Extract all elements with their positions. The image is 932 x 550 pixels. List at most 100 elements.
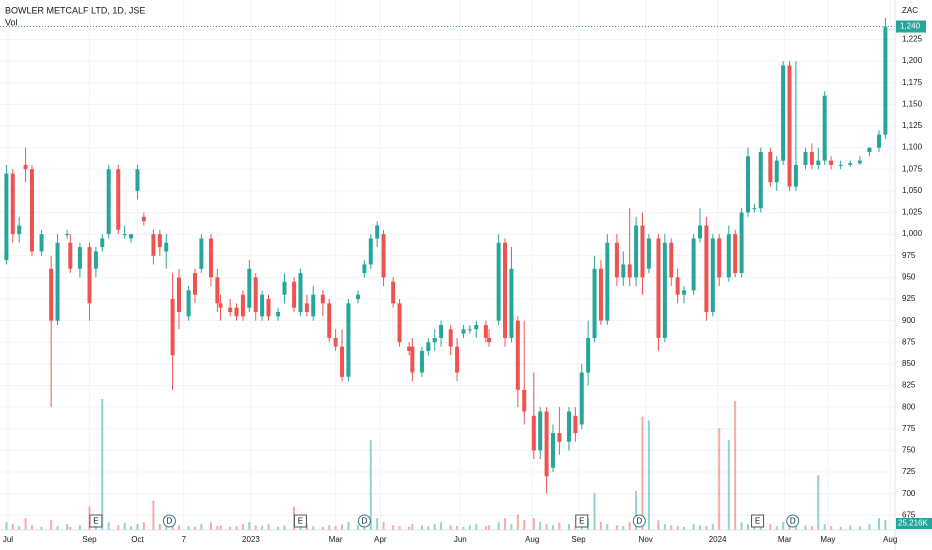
candle-body [621,264,626,278]
volume-bar [24,518,27,530]
volume-title: Vol [5,17,18,27]
volume-bar [641,416,644,530]
candle-body [733,234,738,274]
volume-bar [606,524,609,530]
volume-bar [727,440,730,530]
chart-title: BOWLER METCALF LTD, 1D, JSE [5,5,145,15]
candle-body [640,225,645,278]
candle-body [135,169,140,191]
currency[interactable]: ZAC [902,6,918,15]
candle-body [566,411,571,442]
candle-body [106,169,111,235]
volume-bar [699,525,702,530]
candle-body [116,169,121,230]
volume-bar [101,398,104,530]
candle-body [304,303,309,312]
candle-body [531,415,536,451]
y-tick-label: 875 [902,337,916,346]
x-tick-label: 2024 [709,535,727,544]
volume-bar [392,525,395,530]
y-tick-label: 1,175 [902,78,923,87]
candle-body [809,151,814,165]
candle-body [240,294,245,317]
candle-body [627,264,632,278]
candle-body [29,169,34,252]
x-tick-label: Jun [454,535,467,544]
event-label: E [93,517,98,526]
candle-body [816,160,821,165]
volume-bar [759,525,762,530]
candle-body [439,324,444,338]
candle-body [704,225,709,312]
volume-bar [209,522,212,530]
volume-bar [219,525,222,530]
candle-body [170,299,175,356]
candle-body [282,281,287,295]
candle-body [675,277,680,295]
candle-body [253,277,258,312]
candle-body [164,242,169,252]
candle-body [397,303,402,343]
candle-body [774,160,779,183]
candle-body [669,242,674,278]
candle-body [829,160,834,165]
candle-body [758,151,763,209]
candle-body [467,329,472,331]
x-tick-label: Sep [82,535,97,544]
volume-bar [484,526,487,530]
volume-bar [341,524,344,530]
volume-bar [117,525,120,530]
candle-body [320,294,325,304]
candle-body [739,212,744,274]
candle-body [151,234,156,256]
candle-body [292,281,297,308]
event-marker [751,514,765,528]
candle-body [698,225,703,239]
candle-body [448,329,453,347]
volume-bar [456,526,459,530]
candle-body [822,95,827,161]
y-tick-label: 825 [902,381,916,390]
candle-body [234,307,239,317]
volume-bar [50,520,53,530]
candle-body [368,238,373,265]
candle-body [228,307,233,312]
y-tick-label: 750 [902,446,916,455]
candle-body [407,346,412,351]
volume-bar [241,524,244,530]
volume-bar [277,526,280,530]
candle-body [509,268,514,338]
candle-body [208,238,213,278]
candle-body [646,238,651,269]
volume-bar [558,522,561,530]
price-pane [0,17,895,494]
y-tick-label: 1,075 [902,164,923,173]
candle-body [192,273,197,295]
candle-body [260,294,265,317]
candle-body [522,389,527,412]
volume-bar [849,525,852,530]
event-label: E [298,517,303,526]
candle-body [215,277,220,304]
candle-body [883,26,888,135]
y-tick-label: 1,125 [902,121,923,130]
candle-body [141,216,146,222]
candle-body [77,247,82,269]
y-tick-label: 1,100 [902,143,923,152]
event-marker [357,514,371,528]
volume-bar [347,522,350,530]
volume-bar [261,526,264,530]
volume-box [896,518,932,529]
candle-body [496,242,501,321]
candle-body [598,268,603,321]
event-marker [162,514,176,528]
volume-bar [283,525,286,530]
volume-bar [408,526,411,530]
candle-body [17,225,22,235]
volume-bar [868,524,871,530]
volume-bar [328,525,331,530]
volume-bar [718,428,721,530]
candle-body [634,225,639,278]
event-label: D [790,517,796,526]
